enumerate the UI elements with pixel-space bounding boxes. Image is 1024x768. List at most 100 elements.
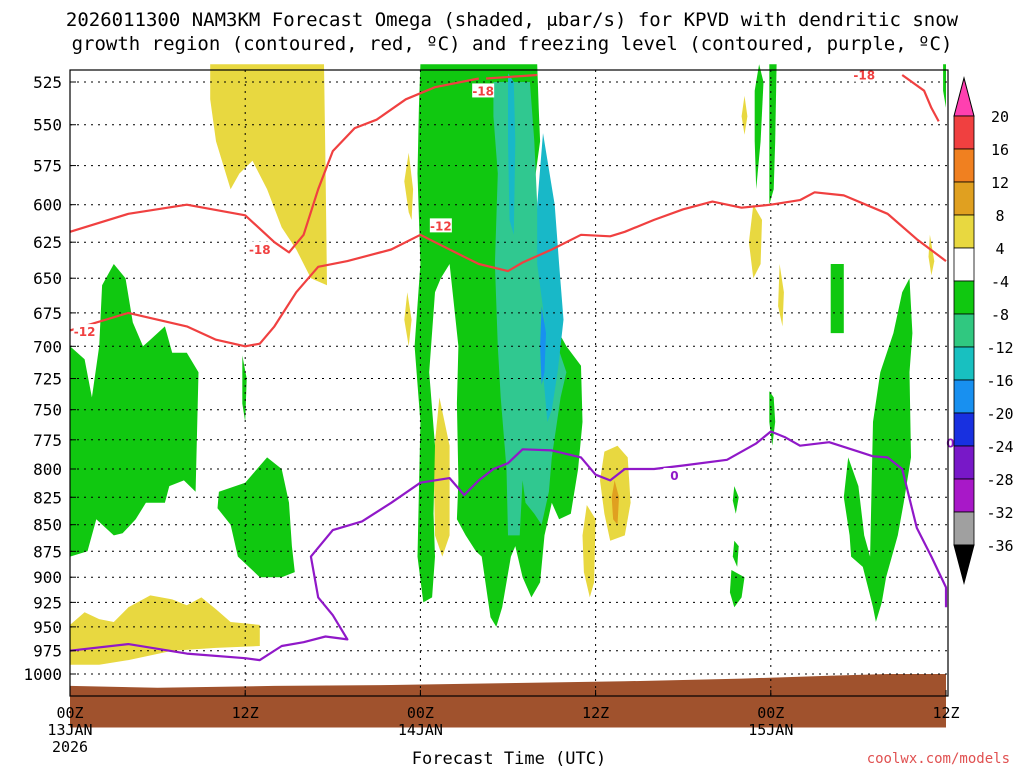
contour-label-bg <box>663 467 686 482</box>
contour-label: 0 <box>670 469 678 483</box>
omega-neg-streak <box>242 355 247 422</box>
y-tick-label: 950 <box>33 618 62 637</box>
y-tick-label: 775 <box>33 431 62 450</box>
contour-label: -12 <box>74 325 96 339</box>
y-tick-label: 525 <box>33 73 62 92</box>
plot-frame <box>69 69 949 697</box>
colorbar-swatch <box>953 379 975 414</box>
omega-pos-right1 <box>748 204 762 279</box>
y-tick-label: 900 <box>33 568 62 587</box>
colorbar-swatch <box>953 280 975 315</box>
contour-label-bg <box>73 324 96 339</box>
contour-label: -18 <box>249 243 271 257</box>
contour-dgz-minus18 <box>486 73 538 80</box>
contour-label-bg <box>248 241 271 256</box>
omega-neg-right-small2 <box>830 264 844 334</box>
colorbar-swatch <box>953 511 975 546</box>
contour-label-bg <box>429 218 452 233</box>
colorbar-swatch <box>953 115 975 150</box>
x-tick-label: 00Z <box>407 704 434 722</box>
y-tick-label: 1000 <box>23 665 62 684</box>
x-tick-label: 00Z <box>757 704 784 722</box>
y-tick-label: 975 <box>33 642 62 661</box>
omega-neg-right-top <box>754 64 764 190</box>
y-tick-label: 600 <box>33 196 62 215</box>
x-tick-date: 13JAN <box>47 721 92 739</box>
omega-neg-right <box>843 278 913 622</box>
x-tick-label: 12Z <box>232 704 259 722</box>
colorbar-swatch <box>953 247 975 282</box>
omega-pos8-mid <box>611 480 619 525</box>
chart-title-line2: growth region (contoured, red, ºC) and f… <box>72 33 953 55</box>
colorbar-label: -20 <box>986 405 1013 423</box>
y-tick-label: 550 <box>33 116 62 135</box>
omega-neg-right-small1 <box>769 391 776 446</box>
colorbar-label: 20 <box>991 108 1009 126</box>
terrain-band <box>70 674 946 728</box>
contour-label-bg <box>472 83 495 98</box>
colorbar-label: -28 <box>986 471 1013 489</box>
colorbar-label: -4 <box>991 273 1009 291</box>
contour-label: 0 <box>946 437 954 451</box>
y-tick-label: 850 <box>33 516 62 535</box>
contour-dgz-minus18 <box>69 77 480 254</box>
x-tick-label: 12Z <box>932 704 959 722</box>
y-tick-label: 650 <box>33 269 62 288</box>
contour-label: -12 <box>430 219 452 233</box>
omega-neg12b <box>508 73 516 235</box>
credit-text[interactable]: coolwx.com/models <box>867 751 1010 767</box>
contour-freezing-level <box>69 430 948 662</box>
y-tick-label: 750 <box>33 401 62 420</box>
contour-dgz-minus12 <box>69 191 947 348</box>
colorbar-swatch <box>953 412 975 447</box>
colorbar-label: 12 <box>991 174 1009 192</box>
omega-pos-upper-left <box>210 64 327 286</box>
colorbar-top-arrow <box>953 76 975 117</box>
colorbar-label: 4 <box>995 240 1004 258</box>
colorbar-swatch <box>953 346 975 381</box>
x-tick-date: 15JAN <box>748 721 793 739</box>
omega-neg-right-small5 <box>729 570 745 608</box>
omega-neg-edge <box>943 64 946 108</box>
colorbar-swatch <box>953 478 975 513</box>
y-tick-label: 725 <box>33 370 62 389</box>
x-axis-label: Forecast Time (UTC) <box>412 749 606 768</box>
y-tick-label: 925 <box>33 593 62 612</box>
omega-neg16 <box>540 306 546 385</box>
colorbar-label: -12 <box>986 339 1013 357</box>
colorbar-swatch <box>953 148 975 183</box>
y-tick-label: 625 <box>33 233 62 252</box>
y-tick-label: 825 <box>33 488 62 507</box>
colorbar-label: -32 <box>986 504 1013 522</box>
colorbar-swatch <box>953 445 975 480</box>
omega-neg-lower-left <box>217 457 295 578</box>
chart-title-line1: 2026011300 NAM3KM Forecast Omega (shaded… <box>66 9 959 31</box>
y-tick-label: 675 <box>33 304 62 323</box>
x-tick-year: 2026 <box>52 738 88 756</box>
omega-neg-right-small4 <box>732 540 739 567</box>
x-tick-label: 00Z <box>56 704 83 722</box>
colorbar-label: -16 <box>986 372 1013 390</box>
x-tick-label: 12Z <box>582 704 609 722</box>
y-tick-label: 575 <box>33 157 62 176</box>
colorbar-swatch <box>953 313 975 348</box>
omega-pos-right2 <box>778 264 784 327</box>
omega-pos-streak2 <box>404 292 412 347</box>
colorbar-label: -8 <box>991 306 1009 324</box>
contour-label-bg <box>853 67 876 82</box>
omega-pos-streak3 <box>433 397 450 557</box>
omega-pos-lower-left <box>70 595 260 665</box>
colorbar-label: 16 <box>991 141 1009 159</box>
omega-neg-right-small3 <box>732 486 739 514</box>
colorbar-label: 8 <box>995 207 1004 225</box>
contour-dgz-minus18 <box>901 74 940 122</box>
omega-pos-streak1 <box>404 152 414 220</box>
omega-pos-right4 <box>741 95 748 135</box>
y-tick-label: 700 <box>33 337 62 356</box>
y-tick-label: 875 <box>33 542 62 561</box>
colorbar-bottom-arrow <box>953 544 975 585</box>
contour-label: -18 <box>472 84 494 98</box>
colorbar-swatch <box>953 214 975 249</box>
